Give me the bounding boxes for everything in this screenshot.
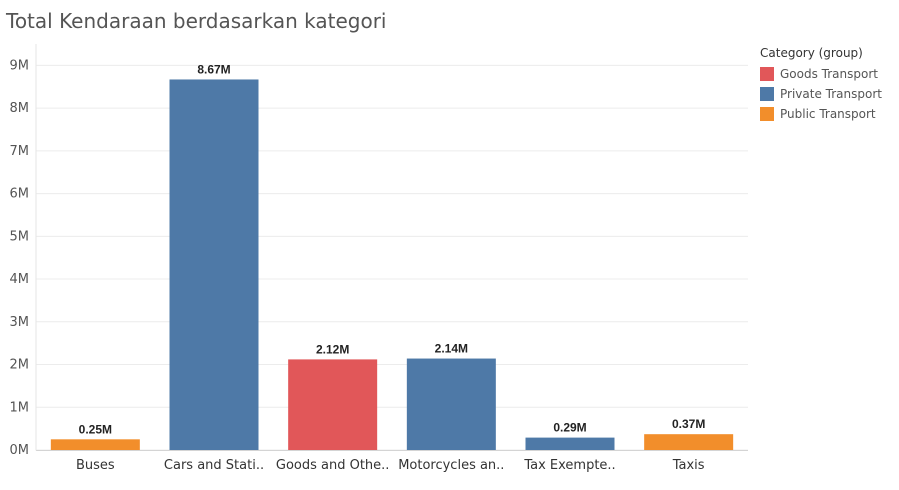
x-tick-label: Cars and Stati.. bbox=[164, 458, 264, 473]
x-axis: Buses Cars and Stati.. Goods and Othe.. Mot… bbox=[76, 458, 705, 473]
y-tick-label: 0M bbox=[10, 443, 30, 458]
x-tick-label: Buses bbox=[76, 458, 115, 473]
legend-swatch bbox=[760, 67, 774, 81]
y-axis: 0M 1M 2M 3M 4M 5M 6M 7M 8M 9M bbox=[10, 58, 30, 458]
x-tick-label: Goods and Othe.. bbox=[276, 458, 390, 473]
y-tick-label: 1M bbox=[10, 400, 30, 415]
legend-swatch bbox=[760, 107, 774, 121]
bar-1[interactable] bbox=[169, 79, 259, 450]
bar-0[interactable] bbox=[50, 439, 140, 450]
y-tick-label: 5M bbox=[10, 229, 30, 244]
y-tick-label: 2M bbox=[10, 358, 30, 373]
x-tick-label: Motorcycles an.. bbox=[398, 458, 504, 473]
y-tick-label: 9M bbox=[10, 58, 30, 73]
data-label: 2.12M bbox=[316, 342, 349, 356]
data-label: 0.25M bbox=[79, 422, 112, 436]
legend-item-public-transport[interactable]: Public Transport bbox=[760, 104, 882, 124]
bar-4[interactable] bbox=[525, 437, 615, 450]
y-tick-label: 4M bbox=[10, 272, 30, 287]
data-label: 2.14M bbox=[435, 342, 468, 356]
y-tick-label: 3M bbox=[10, 315, 30, 330]
legend-item-private-transport[interactable]: Private Transport bbox=[760, 84, 882, 104]
gridlines bbox=[35, 44, 748, 451]
data-label: 0.29M bbox=[553, 421, 586, 435]
legend-swatch bbox=[760, 87, 774, 101]
bar-3[interactable] bbox=[406, 358, 496, 450]
y-tick-label: 7M bbox=[10, 144, 30, 159]
bar-5[interactable] bbox=[644, 434, 734, 450]
legend-label: Private Transport bbox=[780, 87, 882, 101]
x-tick-label: Taxis bbox=[672, 458, 705, 473]
x-tick-label: Tax Exempte.. bbox=[523, 458, 615, 473]
y-tick-label: 6M bbox=[10, 187, 30, 202]
data-label: 0.37M bbox=[672, 417, 705, 431]
y-tick-label: 8M bbox=[10, 101, 30, 116]
legend: Category (group) Goods Transport Private… bbox=[760, 46, 882, 124]
data-label: 8.67M bbox=[197, 62, 230, 76]
bar-chart: 0M 1M 2M 3M 4M 5M 6M 7M 8M 9M 0.25M 8.67M 2.12M 2.14… bbox=[10, 44, 748, 473]
bar-2[interactable] bbox=[288, 359, 378, 450]
legend-item-goods-transport[interactable]: Goods Transport bbox=[760, 64, 882, 84]
chart-title: Total Kendaraan berdasarkan kategori bbox=[6, 9, 387, 33]
data-labels: 0.25M 8.67M 2.12M 2.14M 0.29M 0.37M bbox=[79, 62, 706, 436]
legend-label: Public Transport bbox=[780, 107, 876, 121]
bars bbox=[50, 79, 734, 450]
legend-title: Category (group) bbox=[760, 46, 863, 60]
legend-label: Goods Transport bbox=[780, 67, 878, 81]
